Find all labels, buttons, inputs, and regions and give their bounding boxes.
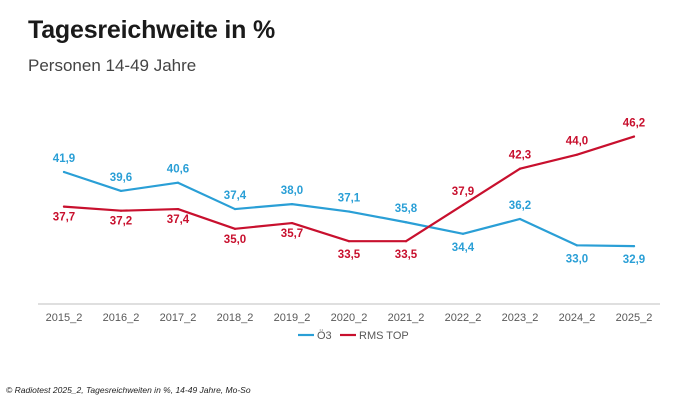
- data-point: [632, 135, 636, 138]
- data-label: 33,5: [395, 249, 418, 261]
- data-point: [290, 203, 294, 206]
- x-tick-label: 2015_2: [46, 312, 83, 324]
- data-label: 44,0: [566, 136, 588, 148]
- data-label: 35,8: [395, 203, 418, 215]
- data-label: 41,9: [53, 153, 75, 165]
- data-label: 40,6: [167, 164, 189, 176]
- legend-label: Ö3: [317, 330, 332, 342]
- chart-subtitle: Personen 14-49 Jahre: [28, 56, 197, 75]
- x-tick-label: 2024_2: [559, 312, 596, 324]
- data-label: 33,5: [338, 249, 361, 261]
- x-tick-label: 2018_2: [217, 312, 254, 324]
- data-label: 36,2: [509, 200, 531, 212]
- data-point: [176, 207, 180, 211]
- data-point: [62, 170, 66, 174]
- data-point: [518, 167, 522, 170]
- data-label: 39,6: [110, 172, 132, 184]
- data-label: 34,4: [452, 242, 475, 254]
- x-tick-label: 2016_2: [103, 312, 140, 324]
- data-point: [347, 240, 351, 243]
- data-label: 37,2: [110, 216, 132, 228]
- data-point: [632, 245, 636, 248]
- x-tick-label: 2022_2: [445, 312, 482, 324]
- data-point: [233, 207, 237, 211]
- x-tick-label: 2019_2: [274, 312, 311, 324]
- data-label: 33,0: [566, 253, 588, 265]
- x-tick-label: 2021_2: [388, 312, 425, 324]
- x-tick-label: 2017_2: [160, 312, 197, 324]
- source-note: © Radiotest 2025_2, Tagesreichweiten in …: [6, 385, 251, 395]
- data-point: [461, 232, 465, 235]
- x-tick-label: 2025_2: [616, 312, 653, 324]
- data-point: [518, 217, 522, 221]
- data-point: [575, 153, 579, 156]
- data-point: [176, 181, 180, 184]
- data-point: [233, 227, 237, 230]
- data-label: 46,2: [623, 118, 645, 130]
- data-point: [62, 205, 66, 208]
- data-point: [575, 244, 579, 247]
- series-line-rms-top: [62, 135, 636, 243]
- data-label: 42,3: [509, 150, 531, 162]
- data-label: 35,0: [224, 234, 246, 246]
- data-label: 38,0: [281, 185, 303, 197]
- data-point: [290, 221, 294, 225]
- data-label: 37,4: [224, 190, 247, 202]
- legend-label: RMS TOP: [359, 330, 409, 342]
- data-label: 37,1: [338, 193, 361, 205]
- data-point: [404, 221, 408, 224]
- data-label: 35,7: [281, 228, 303, 240]
- data-label: 37,4: [167, 214, 190, 226]
- data-point: [461, 203, 465, 207]
- data-label: 32,9: [623, 254, 645, 266]
- data-point: [404, 240, 408, 243]
- data-point: [119, 209, 123, 212]
- data-label: 37,9: [452, 186, 474, 198]
- data-point: [347, 210, 351, 213]
- x-tick-label: 2023_2: [502, 312, 539, 324]
- data-label: 37,7: [53, 212, 75, 224]
- chart-title: Tagesreichweite in %: [28, 16, 276, 44]
- x-tick-label: 2020_2: [331, 312, 368, 324]
- data-point: [119, 189, 123, 193]
